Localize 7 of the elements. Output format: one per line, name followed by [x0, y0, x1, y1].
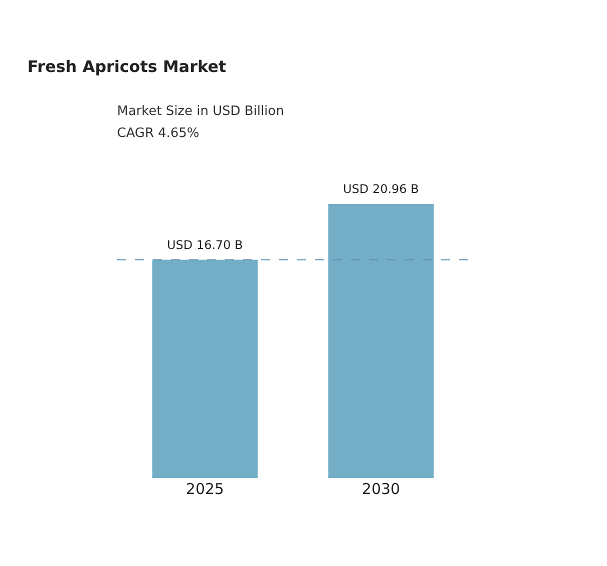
chart-subtitle: Market Size in USD Billion [117, 104, 284, 119]
chart-title: Fresh Apricots Market [27, 57, 227, 76]
x-tick-label: 2030 [362, 480, 400, 498]
text: CAGR 4.65% [117, 126, 200, 141]
data-label: USD 16.70 B [167, 238, 243, 252]
data-label: USD 20.96 B [343, 182, 419, 196]
x-tick-label: 2025 [186, 480, 224, 498]
